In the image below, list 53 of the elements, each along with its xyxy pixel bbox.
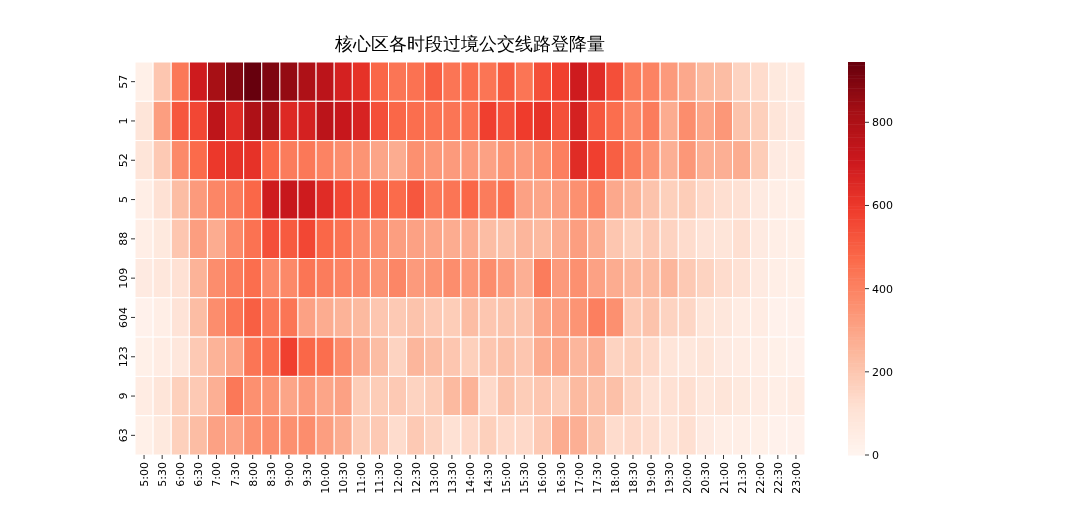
y-tick-label: 109 (117, 267, 130, 289)
x-tick-label: 18:00 (608, 462, 622, 494)
x-tick-label: 5:30 (156, 462, 170, 487)
x-tick-label: 19:30 (663, 462, 677, 494)
x-tick-label: 18:30 (626, 462, 640, 494)
x-tick-label: 13:30 (445, 462, 459, 494)
y-tick-label: 5 (117, 196, 130, 204)
x-tick-label: 13:00 (427, 462, 441, 494)
x-tick-label: 17:30 (590, 462, 604, 494)
x-tick-label: 14:00 (464, 462, 477, 494)
x-tick-label: 19:00 (645, 462, 659, 494)
x-tick-label: 15:30 (518, 462, 532, 494)
x-tick-label: 7:30 (228, 462, 242, 487)
x-tick-label: 17:00 (572, 462, 586, 494)
x-tick-label: 8:30 (264, 462, 278, 487)
x-tick-label: 11:30 (373, 462, 387, 494)
x-tick-label: 22:30 (771, 462, 785, 494)
color-bar-label: 200 (872, 365, 893, 379)
color-bar-label: 0 (872, 449, 879, 462)
x-tick-label: 23:00 (789, 462, 803, 494)
color-bar-label: 800 (872, 116, 893, 130)
x-tick-label: 5:00 (138, 462, 152, 487)
y-tick-label: 1 (117, 117, 130, 125)
y-tick-label: 63 (117, 428, 130, 443)
x-tick-label: 16:30 (554, 462, 568, 494)
x-tick-label: 9:00 (282, 462, 296, 487)
color-bar-label: 600 (872, 199, 893, 213)
x-tick-label: 21:00 (717, 462, 731, 494)
x-tick-label: 12:00 (391, 462, 405, 494)
x-tick-label: 14:30 (482, 462, 496, 494)
y-tick-label: 52 (117, 153, 130, 168)
x-tick-label: 8:00 (246, 462, 260, 487)
y-tick-label: 88 (117, 231, 130, 246)
x-tick-label: 6:00 (174, 462, 188, 487)
x-tick-label: 20:00 (681, 462, 695, 494)
x-tick-label: 9:30 (301, 462, 315, 487)
color-bar-label: 400 (872, 282, 893, 296)
x-tick-label: 16:00 (536, 462, 550, 494)
y-tick-label: 9 (117, 392, 130, 400)
x-tick-label: 10:00 (319, 462, 333, 494)
x-tick-label: 15:00 (500, 462, 514, 494)
x-tick-label: 7:00 (210, 462, 224, 487)
y-tick-label: 123 (117, 346, 130, 368)
y-tick-label: 57 (117, 74, 130, 89)
x-tick-label: 6:30 (192, 462, 206, 487)
x-tick-label: 11:00 (355, 462, 369, 494)
chart-title: 核心区各时段过境公交线路登降量 (334, 33, 605, 54)
x-tick-label: 22:00 (753, 462, 767, 494)
x-tick-label: 20:30 (699, 462, 713, 494)
x-tick-label: 21:30 (735, 462, 749, 494)
y-tick-label: 604 (117, 306, 130, 328)
x-tick-label: 12:30 (409, 462, 423, 494)
x-tick-label: 10:30 (337, 462, 351, 494)
